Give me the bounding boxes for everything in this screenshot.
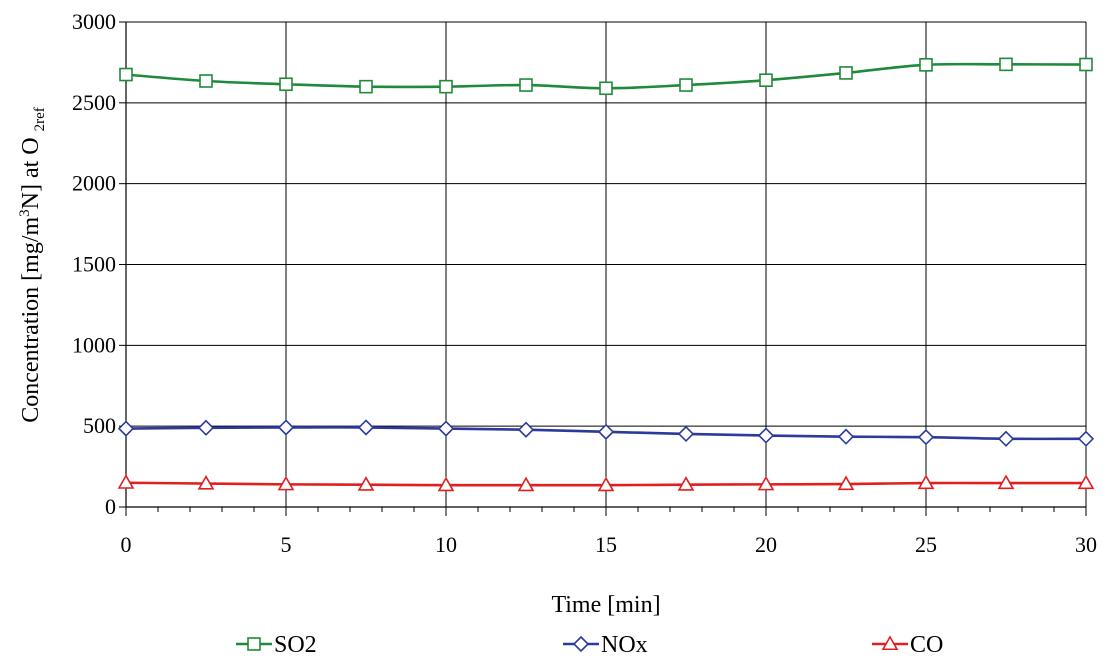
y-axis-title-prefix: Concentration [mg/m: [18, 217, 44, 423]
data-point-nox: [917, 429, 935, 446]
y-tick-label: 1500: [72, 252, 116, 277]
data-point-nox: [357, 419, 375, 436]
x-tick-label: 20: [755, 532, 777, 557]
data-point-nox: [437, 420, 455, 437]
series-nox: [117, 419, 1095, 447]
data-point-co: [517, 476, 535, 492]
legend-marker-nox: [572, 635, 590, 653]
data-point-so2: [199, 74, 213, 88]
data-point-so2: [1079, 57, 1093, 72]
data-point-so2: [919, 58, 933, 72]
data-point-so2: [679, 78, 693, 92]
series-co: [117, 474, 1095, 492]
data-point-co: [917, 474, 935, 490]
data-point-co: [357, 476, 375, 491]
data-point-so2: [759, 73, 773, 87]
legend-label-so2: SO2: [274, 632, 317, 658]
data-point-nox: [597, 423, 615, 440]
legend: SO2 NOx CO: [236, 632, 943, 658]
y-axis-title-superscript: 3: [17, 209, 33, 217]
y-axis-title-middle: N] at O: [18, 137, 44, 209]
data-point-co: [837, 475, 855, 491]
data-point-nox: [117, 420, 135, 437]
y-tick-label: 2500: [72, 90, 116, 115]
data-point-nox: [517, 421, 535, 438]
data-point-nox: [757, 427, 775, 444]
data-point-co: [997, 474, 1015, 490]
y-tick-label: 3000: [72, 9, 116, 34]
legend-item-nox: NOx: [563, 632, 648, 658]
x-tick-label: 10: [435, 532, 457, 557]
gridlines: [126, 21, 1087, 507]
data-point-co: [757, 475, 775, 491]
data-point-nox: [197, 419, 215, 436]
legend-item-co: CO: [872, 632, 943, 658]
legend-label-nox: NOx: [601, 632, 648, 658]
data-point-co: [437, 476, 455, 492]
data-point-co: [677, 476, 695, 491]
data-point-so2: [599, 81, 613, 96]
x-tick-label: 5: [281, 532, 292, 557]
data-point-so2: [439, 79, 453, 94]
series-so2: [119, 57, 1093, 96]
data-point-co: [277, 475, 295, 491]
data-point-nox: [837, 428, 855, 445]
x-axis-title: Time [min]: [551, 592, 660, 618]
data-point-co: [197, 474, 215, 490]
data-point-co: [597, 476, 615, 492]
x-tick-label: 25: [915, 532, 937, 557]
axes: 0 500 1000 1500 2000 2500 3000 0 5 10 15 20 25 30: [72, 9, 1097, 557]
data-point-so2: [519, 78, 533, 92]
data-point-so2: [839, 66, 853, 80]
y-axis-title-subscript: 2ref: [32, 107, 48, 131]
data-point-nox: [1077, 430, 1095, 447]
legend-marker-so2: [247, 637, 261, 651]
data-point-co: [117, 474, 135, 489]
y-tick-label: 2000: [72, 171, 116, 196]
y-tick-label: 1000: [72, 332, 116, 357]
data-point-co: [1077, 474, 1095, 490]
data-series: [117, 57, 1095, 492]
data-point-so2: [359, 79, 373, 94]
data-point-so2: [999, 57, 1013, 72]
y-axis-title: Concentration [mg/m3N] at O 2ref: [17, 107, 48, 423]
data-point-nox: [277, 419, 295, 436]
legend-item-so2: SO2: [236, 632, 317, 658]
y-tick-label: 0: [105, 494, 116, 519]
legend-label-co: CO: [910, 632, 943, 658]
y-tick-label: 500: [83, 413, 116, 438]
x-tick-label: 0: [121, 532, 132, 557]
x-tick-label: 30: [1075, 532, 1097, 557]
data-point-nox: [677, 425, 695, 443]
x-tick-label: 15: [595, 532, 617, 557]
legend-marker-co: [881, 635, 899, 651]
data-point-so2: [119, 67, 133, 82]
data-point-so2: [279, 77, 293, 92]
data-point-nox: [997, 430, 1015, 447]
